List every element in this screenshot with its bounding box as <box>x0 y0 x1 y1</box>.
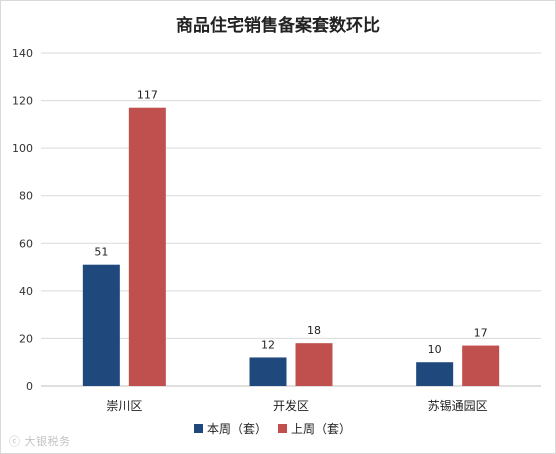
legend-swatch-0 <box>194 424 203 433</box>
bar-1-1 <box>295 343 333 386</box>
weibo-logo-icon: ⓒ <box>9 435 21 448</box>
x-tick-label-1: 开发区 <box>273 398 309 413</box>
bar-1-0 <box>249 357 287 386</box>
legend-swatch-1 <box>278 424 287 433</box>
bar-2-0 <box>416 362 454 386</box>
y-tick-label-40: 40 <box>19 285 33 298</box>
data-label-1-1: 18 <box>307 324 321 337</box>
data-label-2-1: 17 <box>474 327 488 340</box>
data-label-0-1: 117 <box>137 89 158 102</box>
x-tick-label-0: 崇川区 <box>106 399 142 413</box>
bar-2-1 <box>462 345 500 386</box>
data-label-2-0: 10 <box>428 343 442 356</box>
y-tick-label-20: 20 <box>19 332 33 345</box>
y-tick-label-140: 140 <box>12 47 33 60</box>
y-tick-label-100: 100 <box>12 142 33 155</box>
data-label-0-0: 51 <box>94 246 108 259</box>
legend-label-1: 上周（套） <box>291 422 351 436</box>
bar-0-0 <box>82 264 120 386</box>
legend-label-0: 本周（套） <box>207 422 267 436</box>
watermark: ⓒ 大银税务 <box>9 433 71 449</box>
watermark-text: 大银税务 <box>24 435 71 448</box>
bar-0-1 <box>128 107 166 386</box>
chart-title: 商品住宅销售备案套数环比 <box>176 16 380 36</box>
data-label-1-0: 12 <box>261 338 275 351</box>
y-tick-label-0: 0 <box>26 380 33 393</box>
y-tick-label-120: 120 <box>12 95 33 108</box>
y-tick-label-80: 80 <box>19 190 33 203</box>
x-tick-label-2: 苏锡通园区 <box>428 398 488 413</box>
y-tick-label-60: 60 <box>19 237 33 250</box>
